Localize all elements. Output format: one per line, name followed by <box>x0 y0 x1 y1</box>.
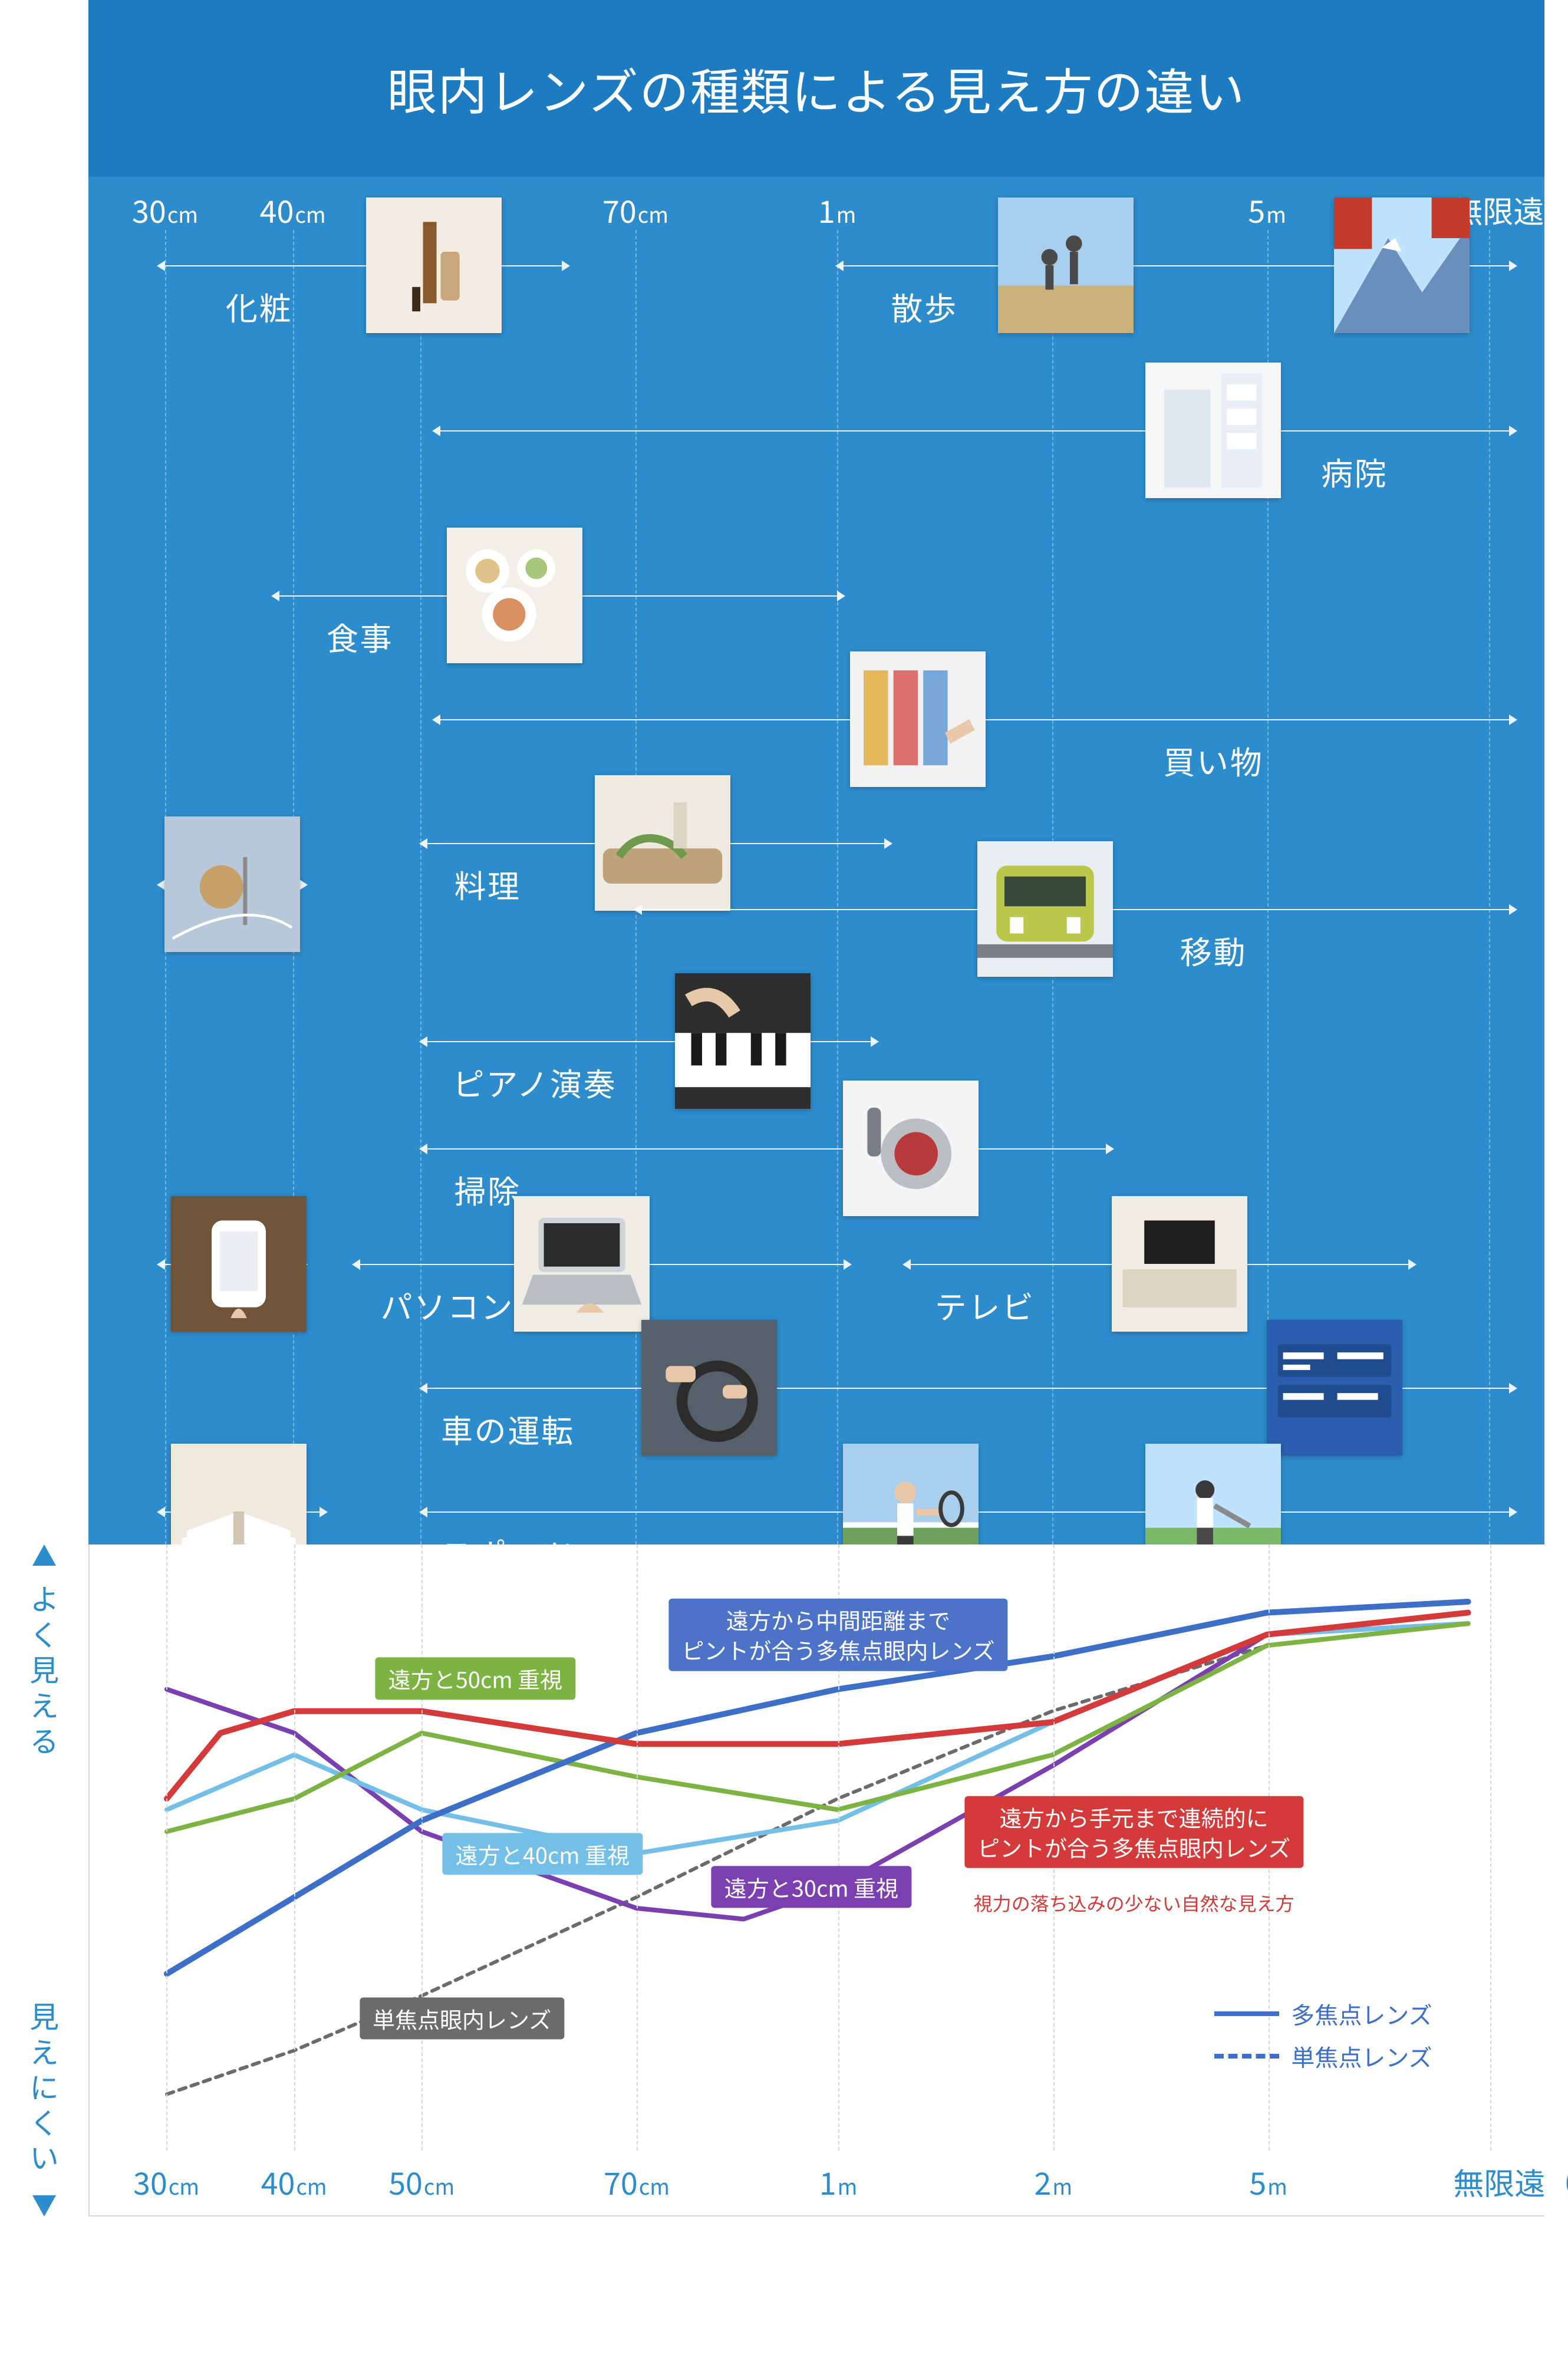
line-chart-panel: 30cm40cm50cm70cm1m2m5m無限遠（∞）遠方から中間距離までピン… <box>88 1544 1544 2217</box>
activity-label: 移動 <box>1180 927 1247 973</box>
series-tag: 遠方と50cm 重視 <box>375 1658 575 1700</box>
arrow-down-icon <box>32 2195 56 2217</box>
distance-tick-label: 5m <box>1248 187 1286 232</box>
activity-thumbnail <box>447 528 582 663</box>
activity-thumbnail <box>171 1196 307 1332</box>
activity-range <box>427 1148 1106 1150</box>
distance-tick-label: 40cm <box>260 187 326 232</box>
shopping-icon <box>850 651 986 787</box>
activity-range <box>165 265 562 266</box>
activity-label: 散歩 <box>891 283 957 330</box>
chart-tick-label: 2m <box>1035 2159 1073 2204</box>
activity-thumbnail <box>977 841 1113 977</box>
sewing-icon <box>164 816 300 952</box>
activity-thumbnail <box>675 973 811 1109</box>
activity-label: 料理 <box>454 861 521 907</box>
meal-icon <box>447 528 582 663</box>
chart-tick-label: 70cm <box>604 2159 670 2204</box>
page-title: 眼内レンズの種類による見え方の違い <box>387 53 1246 124</box>
activity-label: 買い物 <box>1163 737 1263 783</box>
distance-tick-label: 1m <box>818 187 857 232</box>
activity-label: テレビ <box>935 1282 1035 1328</box>
chart-gridline <box>421 1544 423 2150</box>
chart-tick-label: 無限遠（∞） <box>1453 2159 1568 2204</box>
cosmetics-icon <box>366 197 502 333</box>
phone-icon <box>171 1196 307 1332</box>
title-bar: 眼内レンズの種類による見え方の違い <box>88 0 1544 177</box>
activity-thumbnail <box>1267 1320 1402 1455</box>
driving-icon <box>641 1320 777 1455</box>
mountain-icon <box>1334 197 1470 333</box>
chart-tick-label: 30cm <box>133 2159 199 2204</box>
y-axis-label-top: よく見える <box>23 1583 65 1760</box>
laptop-icon <box>514 1196 650 1332</box>
series-tag: 遠方から中間距離までピントが合う多焦点眼内レンズ <box>668 1599 1007 1671</box>
chart-tick-label: 1m <box>819 2159 858 2204</box>
chart-tick-label: 40cm <box>261 2159 327 2204</box>
series-note: 視力の落ち込みの少ない自然な見え方 <box>974 1889 1294 1916</box>
piano-icon <box>675 973 811 1109</box>
activity-label: 病院 <box>1321 448 1388 495</box>
activity-thumbnail <box>850 651 986 787</box>
hospital-icon <box>1145 363 1281 498</box>
activity-label: 車の運転 <box>441 1405 575 1452</box>
cooking-icon <box>595 775 730 911</box>
chart-gridline <box>166 1544 167 2150</box>
activity-thumbnail <box>998 197 1134 333</box>
series-tag: 遠方から手元まで連続的にピントが合う多焦点眼内レンズ <box>964 1796 1303 1869</box>
legend: 多焦点レンズ単焦点レンズ <box>1214 1997 1432 2082</box>
activities-panel: 30cm40cm50cm70cm1m2m5m無限遠（∞）化粧散歩病院食事買い物料… <box>88 177 1544 1544</box>
chart-gridline <box>294 1544 295 2150</box>
series-tag: 遠方と40cm 重視 <box>443 1833 643 1875</box>
distance-tick-label: 30cm <box>132 187 198 232</box>
train-icon <box>977 841 1113 977</box>
distance-gridline <box>837 230 838 1544</box>
distance-gridline <box>420 230 421 1544</box>
activity-range <box>440 430 1509 432</box>
legend-item: 多焦点レンズ <box>1214 1997 1432 2031</box>
activity-thumbnail <box>1112 1196 1247 1332</box>
activity-thumbnail <box>641 1320 777 1455</box>
series-tag: 単焦点眼内レンズ <box>360 1997 564 2039</box>
y-axis-label-bottom: 見えにくい <box>23 2001 65 2178</box>
tv-icon <box>1112 1196 1247 1332</box>
distance-gridline <box>1489 230 1490 1544</box>
activity-label: 食事 <box>327 613 393 660</box>
activity-thumbnail <box>164 816 300 952</box>
distance-tick-label: 無限遠（∞） <box>1452 187 1568 232</box>
y-axis: よく見える 見えにくい <box>12 1544 77 2217</box>
series-tag: 遠方と30cm 重視 <box>711 1866 911 1908</box>
activity-thumbnail <box>514 1196 650 1332</box>
distance-tick-label: 70cm <box>602 187 668 232</box>
activity-label: 掃除 <box>454 1166 521 1213</box>
roadsign-icon <box>1267 1320 1402 1455</box>
legend-label: 多焦点レンズ <box>1291 1997 1432 2031</box>
legend-label: 単焦点レンズ <box>1291 2039 1432 2073</box>
activity-thumbnail <box>366 197 502 333</box>
chart-gridline <box>1490 1544 1491 2150</box>
activity-label: 化粧 <box>226 283 292 330</box>
activity-thumbnail <box>843 1081 979 1216</box>
arrow-up-icon <box>32 1544 56 1566</box>
walk-icon <box>998 197 1134 333</box>
activity-thumbnail <box>1145 363 1281 498</box>
activity-label: ピアノ演奏 <box>453 1059 617 1105</box>
chart-tick-label: 50cm <box>388 2159 454 2204</box>
page-root: 眼内レンズの種類による見え方の違い 30cm 40cm 50cm 70cm 1m 2m 5m… <box>0 0 1568 2358</box>
chart-tick-label: 5m <box>1249 2159 1287 2204</box>
activity-label: パソコン <box>380 1282 514 1328</box>
legend-item: 単焦点レンズ <box>1214 2039 1432 2073</box>
vacuum-icon <box>843 1081 979 1216</box>
activity-thumbnail <box>595 775 730 911</box>
activity-thumbnail <box>1334 197 1470 333</box>
